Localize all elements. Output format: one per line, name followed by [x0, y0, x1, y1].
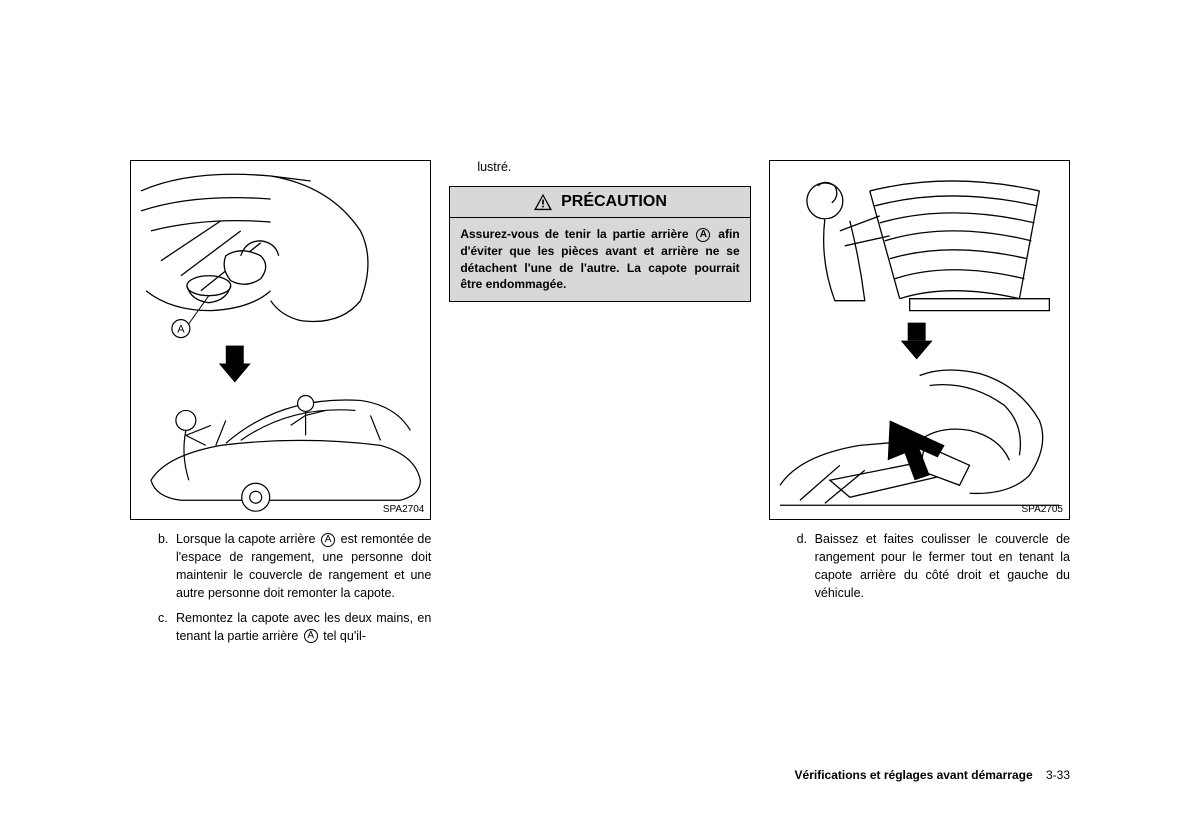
- list-item-c: c. Remontez la capote avec les deux main…: [130, 609, 431, 645]
- circled-a: A: [321, 533, 335, 547]
- left-column: A: [130, 160, 431, 651]
- list-item-b: b. Lorsque la capote arrière A est remon…: [130, 530, 431, 603]
- circled-a: A: [304, 629, 318, 643]
- figure-code-left: SPA2704: [383, 504, 425, 515]
- right-column: SPA2705 d. Baissez et faites coulisser l…: [769, 160, 1070, 651]
- caution-body: Assurez-vous de tenir la partie arrière …: [450, 218, 749, 301]
- column-layout: A: [130, 160, 1070, 651]
- text-fragment: Assurez-vous de tenir la partie arrière: [460, 227, 694, 241]
- trailing-text: lustré.: [449, 160, 750, 174]
- manual-page: A: [130, 160, 1070, 780]
- list-item-d: d. Baissez et faites coulisser le couver…: [769, 530, 1070, 603]
- caution-box: PRÉCAUTION Assurez-vous de tenir la part…: [449, 186, 750, 302]
- right-text-block: d. Baissez et faites coulisser le couver…: [769, 530, 1070, 609]
- warning-icon: [533, 193, 553, 211]
- circled-a: A: [696, 228, 710, 242]
- footer-page-number: 3-33: [1046, 768, 1070, 782]
- text-fragment: Lorsque la capote arrière: [176, 532, 319, 546]
- footer-section: Vérifications et réglages avant démarrag…: [795, 768, 1033, 782]
- illustration-right: [770, 161, 1069, 520]
- list-content: Baissez et faites coulisser le couvercle…: [815, 530, 1070, 603]
- svg-text:A: A: [177, 324, 185, 336]
- list-content: Lorsque la capote arrière A est remontée…: [176, 530, 431, 603]
- text-fragment: tel qu'il-: [320, 629, 366, 643]
- list-content: Remontez la capote avec les deux mains, …: [176, 609, 431, 645]
- left-text-block: b. Lorsque la capote arrière A est remon…: [130, 530, 431, 651]
- middle-column: lustré. PRÉCAUTION Assurez-vous de tenir…: [449, 160, 750, 651]
- page-footer: Vérifications et réglages avant démarrag…: [795, 768, 1070, 782]
- figure-spa2705: SPA2705: [769, 160, 1070, 520]
- figure-code-right: SPA2705: [1021, 504, 1063, 515]
- caution-title: PRÉCAUTION: [561, 193, 667, 211]
- list-marker: c.: [158, 609, 176, 645]
- illustration-left: A: [131, 161, 430, 520]
- figure-spa2704: A: [130, 160, 431, 520]
- list-marker: b.: [158, 530, 176, 603]
- caution-header: PRÉCAUTION: [450, 187, 749, 218]
- list-marker: d.: [797, 530, 815, 603]
